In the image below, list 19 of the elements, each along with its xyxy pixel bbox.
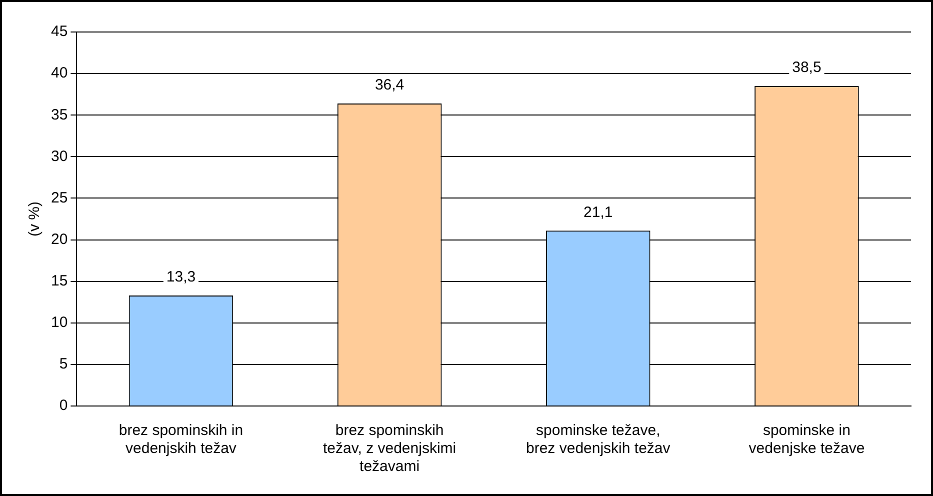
x-tick-label: brez spominskih in vedenjskih težav xyxy=(118,422,244,458)
data-label: 36,4 xyxy=(374,76,404,94)
x-tick-label: brez spominskih težav, z vedenjskimi težavami xyxy=(323,422,456,476)
y-tick-label: 0 xyxy=(59,397,68,414)
x-tick-label: spominske težave, brez vedenjskih težav xyxy=(526,422,671,458)
y-tick-label: 10 xyxy=(50,314,68,332)
y-tick-label: 15 xyxy=(50,272,68,290)
data-label: 38,5 xyxy=(792,59,822,76)
y-tick-label: 45 xyxy=(50,23,68,40)
y-tick-label: 30 xyxy=(50,148,68,165)
y-tick-label: 35 xyxy=(50,106,68,124)
data-label: 13,3 xyxy=(166,268,196,286)
y-tick-label: 40 xyxy=(50,64,68,82)
y-tick-label: 25 xyxy=(50,189,68,206)
y-tick-label: 5 xyxy=(59,356,68,373)
y-axis-title: (v %) xyxy=(26,202,44,236)
y-tick-label: 20 xyxy=(50,230,68,248)
data-label: 21,1 xyxy=(584,204,613,221)
x-tick-label: spominske in vedenjske težave xyxy=(748,422,865,458)
